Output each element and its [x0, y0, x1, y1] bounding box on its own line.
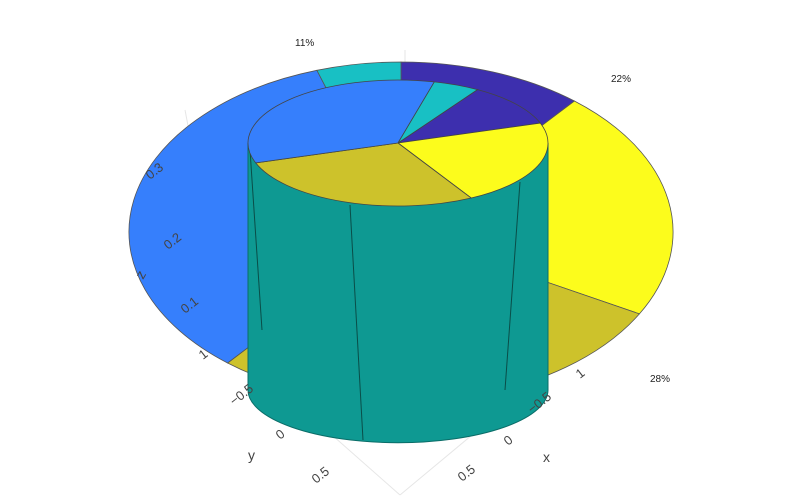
- top-pie-slice-3: [247, 79, 435, 164]
- cylinder-seam: [504, 181, 521, 391]
- cylinder-seam: [249, 149, 263, 331]
- y-axis-title: y: [248, 447, 255, 463]
- y-tick: 0: [273, 426, 288, 442]
- x-tick: 1: [573, 365, 588, 381]
- slice-label-11: 11%: [295, 38, 314, 49]
- center-cylinder: [247, 142, 549, 444]
- slice-label-22: 22%: [611, 74, 631, 85]
- x-tick: 0.5: [455, 461, 478, 484]
- x-axis-title: x: [543, 449, 550, 465]
- top-pie-slice-1: [396, 122, 549, 199]
- slice-label-28: 28%: [650, 374, 670, 385]
- x-tick: 0: [501, 432, 516, 448]
- top-pie-slice-0: [397, 89, 542, 144]
- top-pie: [247, 79, 549, 207]
- y-tick: 0.5: [309, 463, 332, 486]
- top-pie-slice-2: [254, 142, 473, 207]
- cylinder-seam: [349, 204, 364, 441]
- top-pie-slice-4: [397, 81, 479, 144]
